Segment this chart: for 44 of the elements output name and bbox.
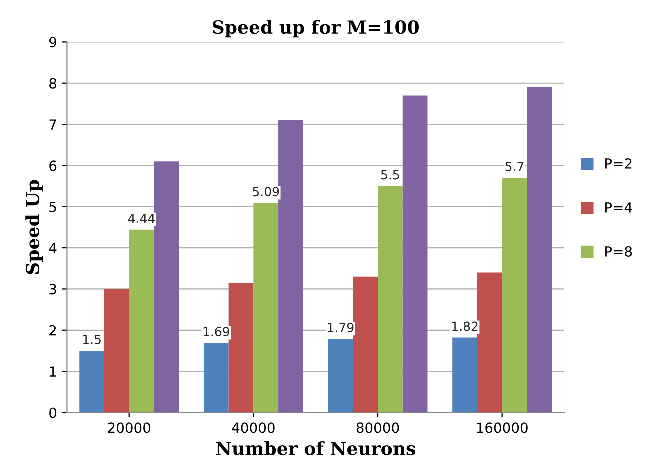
y-tick-label: 8 — [50, 78, 57, 89]
x-tick-label: 160000 — [477, 422, 528, 434]
y-tick-label: 2 — [50, 325, 56, 336]
data-label: 1.82 — [452, 322, 478, 332]
bar — [527, 87, 552, 413]
legend-label: P=8 — [606, 246, 632, 257]
legend-label: P=2 — [606, 158, 632, 169]
bar — [104, 289, 130, 413]
bar — [204, 343, 229, 413]
data-label: 5.5 — [381, 170, 400, 180]
x-tick-label: 80000 — [356, 422, 400, 434]
bar — [502, 178, 528, 413]
bar — [254, 203, 279, 413]
bar — [278, 120, 304, 413]
y-tick-label: 4 — [49, 243, 57, 254]
bar — [477, 272, 502, 413]
bar — [154, 162, 180, 413]
bar — [228, 283, 254, 413]
legend-label: P=4 — [606, 202, 632, 213]
y-tick-label: 3 — [50, 284, 56, 295]
chart-title: Speed up for M=100 — [213, 20, 419, 38]
bar — [328, 339, 354, 413]
y-tick-label: 6 — [50, 160, 57, 172]
bar — [402, 96, 428, 413]
bar — [80, 350, 104, 413]
y-tick-label: 7 — [50, 120, 56, 130]
y-tick-label: 5 — [50, 202, 56, 212]
data-label: 4.44 — [128, 214, 156, 224]
y-tick-label: 1 — [50, 366, 56, 377]
data-label: 1.79 — [328, 322, 354, 332]
x-tick-label: 20000 — [108, 422, 151, 434]
bar — [353, 276, 378, 413]
x-tick-label: 40000 — [232, 422, 275, 434]
data-label: 5.09 — [253, 187, 280, 197]
bar — [378, 186, 403, 413]
y-tick-label: 0 — [50, 408, 57, 418]
y-axis-title: Speed Up — [26, 180, 44, 274]
x-axis-title: Number of Neurons — [216, 441, 416, 456]
data-label: 5.7 — [506, 162, 524, 172]
bar — [452, 338, 478, 413]
bar — [129, 230, 154, 413]
data-label: 1.5 — [84, 335, 101, 344]
data-label: 1.69 — [204, 327, 230, 337]
y-tick-label: 9 — [50, 37, 56, 48]
